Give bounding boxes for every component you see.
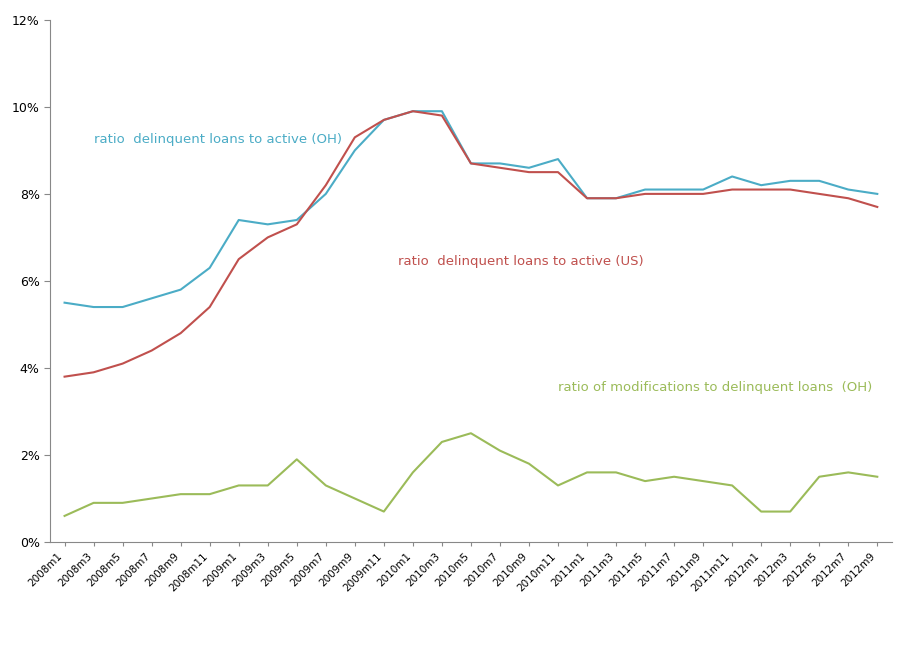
Text: ratio of modifications to delinquent loans  (OH): ratio of modifications to delinquent loa… bbox=[558, 381, 873, 394]
Text: ratio  delinquent loans to active (US): ratio delinquent loans to active (US) bbox=[399, 255, 644, 268]
Text: ratio  delinquent loans to active (OH): ratio delinquent loans to active (OH) bbox=[94, 133, 341, 146]
